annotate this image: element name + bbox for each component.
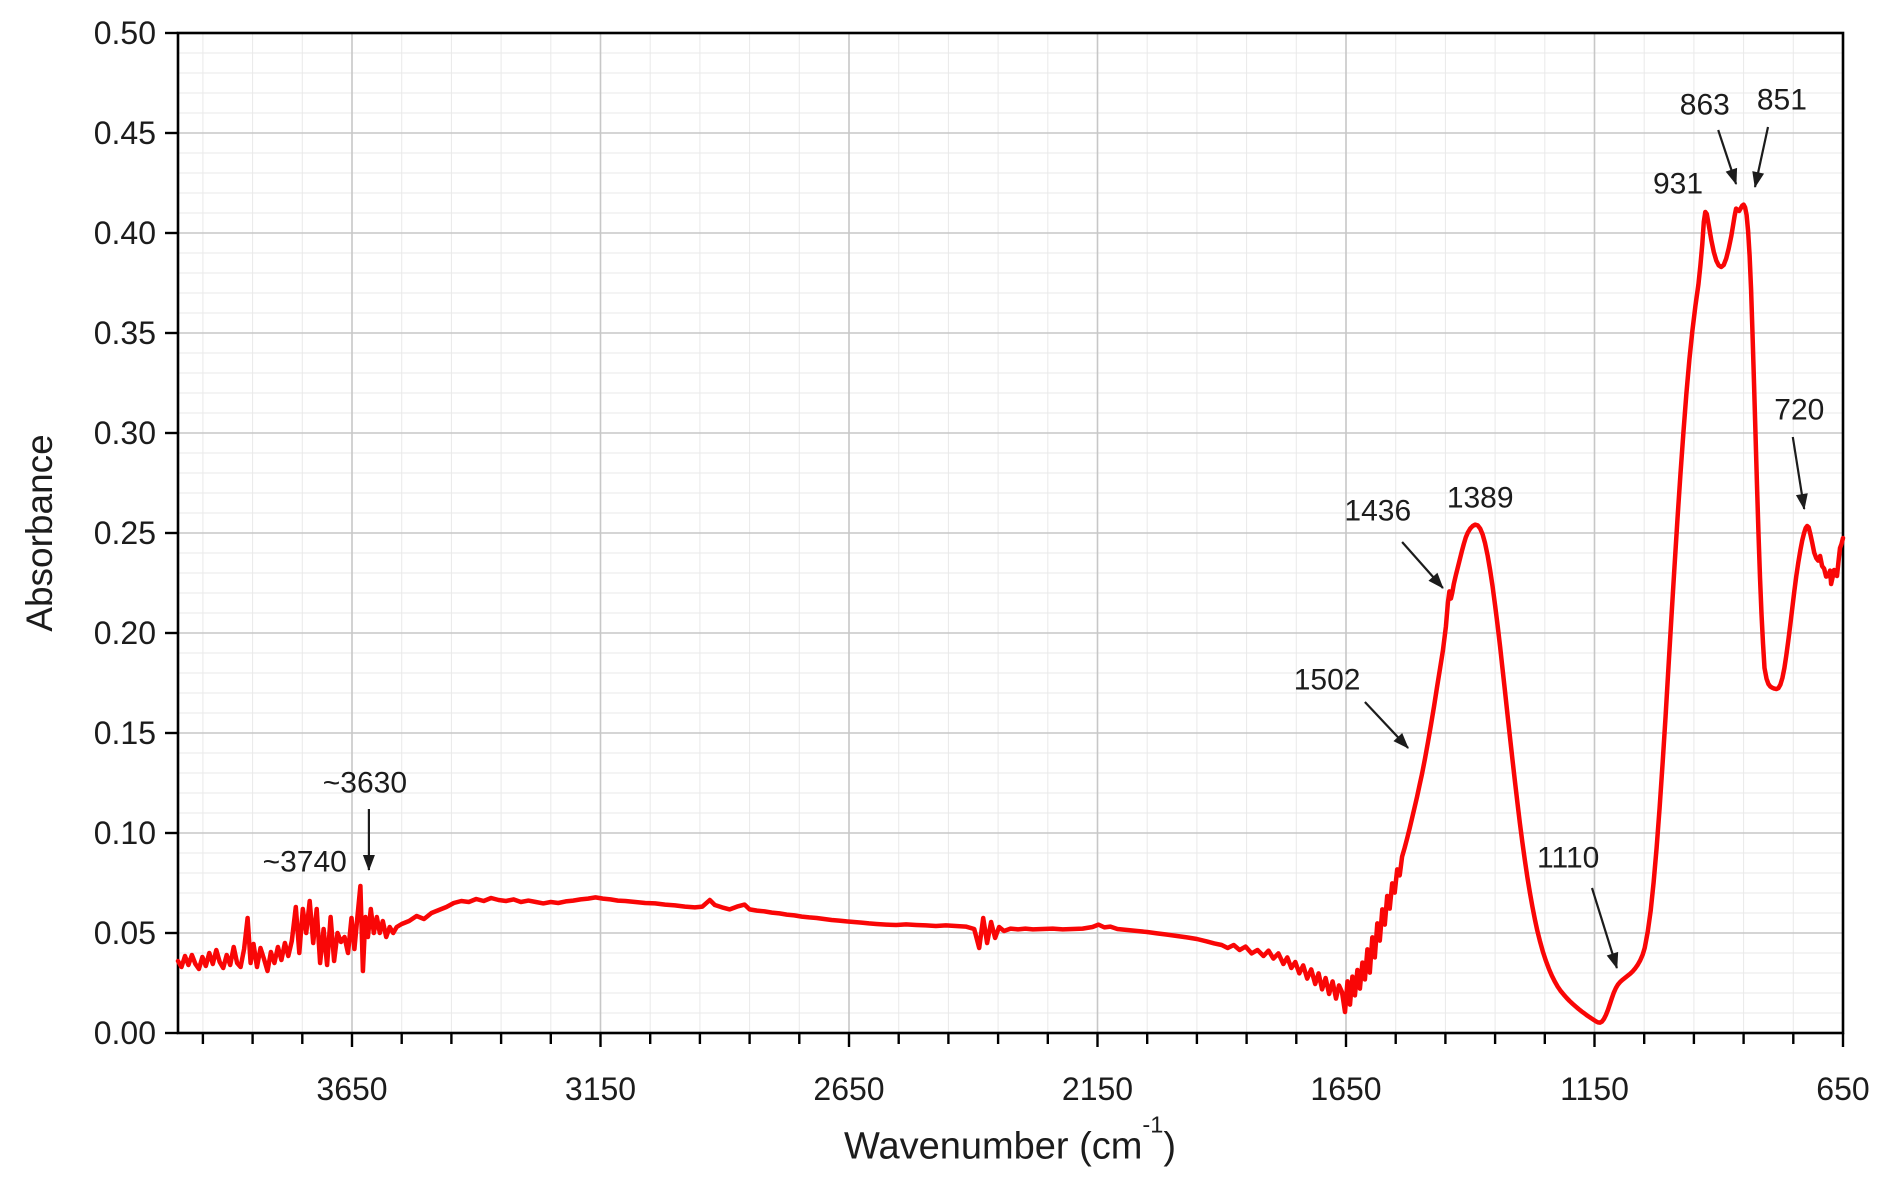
x-tick-label: 1650 <box>1310 1071 1381 1107</box>
annotation-label: 931 <box>1653 168 1703 201</box>
y-axis-title: Absorbance <box>19 434 61 631</box>
annotation-1110: 1110 <box>1537 842 1619 969</box>
peak-annotations: ~3740 ~3630 1502 1436 1389 1110 931 863 851 720 <box>263 84 1824 969</box>
y-tick-label: 0.45 <box>94 115 156 151</box>
x-tick-label: 1150 <box>1560 1071 1629 1107</box>
annotation-label: 851 <box>1757 84 1807 117</box>
annotation-1502: 1502 <box>1294 664 1409 749</box>
y-tick-label: 0.00 <box>94 1015 156 1051</box>
x-tick-label: 650 <box>1816 1071 1869 1107</box>
x-tick-label: 2150 <box>1062 1071 1133 1107</box>
x-axis-title: Wavenumber (cm-1) <box>843 1112 1177 1169</box>
annotation-720: 720 <box>1774 394 1824 510</box>
y-tick-label: 0.50 <box>94 15 156 51</box>
y-tick-label: 0.15 <box>94 715 156 751</box>
y-tick-label: 0.35 <box>94 315 156 351</box>
y-tick-label: 0.25 <box>94 515 156 551</box>
annotation-863: 863 <box>1680 89 1738 185</box>
annotation-1436: 1436 <box>1344 495 1444 589</box>
annotation-931: 931 <box>1653 168 1703 201</box>
x-axis-title-text: Wavenumber (cm <box>843 1125 1143 1168</box>
major-gridlines <box>178 33 1843 1033</box>
annotation-arrow <box>1791 436 1808 510</box>
annotation-label: 1436 <box>1344 495 1411 528</box>
annotation-label: ~3740 <box>263 846 347 879</box>
annotation-3740: ~3740 <box>263 846 347 879</box>
y-tick-label: 0.10 <box>94 815 156 851</box>
annotation-1389: 1389 <box>1447 482 1514 515</box>
annotation-arrow <box>1364 701 1409 749</box>
x-tick-label: 3650 <box>316 1071 387 1107</box>
axis-ticks <box>165 31 1845 1047</box>
annotation-arrow <box>1717 129 1738 185</box>
y-tick-labels: 0.00 0.05 0.10 0.15 0.20 0.25 0.30 0.35 0.40 0.45… <box>94 15 156 1051</box>
annotation-label: 1389 <box>1447 482 1514 515</box>
y-axis-title-text: Absorbance <box>19 434 60 632</box>
y-tick-label: 0.30 <box>94 415 156 451</box>
annotation-arrow <box>1590 887 1619 969</box>
annotation-label: 720 <box>1774 394 1824 427</box>
annotation-arrow <box>1752 126 1770 188</box>
y-tick-label: 0.40 <box>94 215 156 251</box>
annotation-label: 1502 <box>1294 664 1361 697</box>
plot-border <box>176 31 1845 1035</box>
annotation-label: ~3630 <box>323 767 407 800</box>
x-tick-label: 2650 <box>813 1071 884 1107</box>
x-axis-title-superscript: -1 <box>1142 1111 1164 1138</box>
x-axis-title-suffix: ) <box>1163 1125 1177 1168</box>
spectrum-curve <box>175 202 1846 1025</box>
y-tick-label: 0.05 <box>94 915 156 951</box>
y-tick-label: 0.20 <box>94 615 156 651</box>
annotation-label: 1110 <box>1537 842 1599 875</box>
annotation-851: 851 <box>1752 84 1807 188</box>
annotation-3630: ~3630 <box>323 767 407 871</box>
x-tick-label: 3150 <box>565 1071 636 1107</box>
annotation-arrow <box>1401 541 1444 589</box>
annotation-label: 863 <box>1680 89 1730 122</box>
x-tick-labels: 3650 3150 2650 2150 1650 1150 650 <box>316 1071 1869 1107</box>
